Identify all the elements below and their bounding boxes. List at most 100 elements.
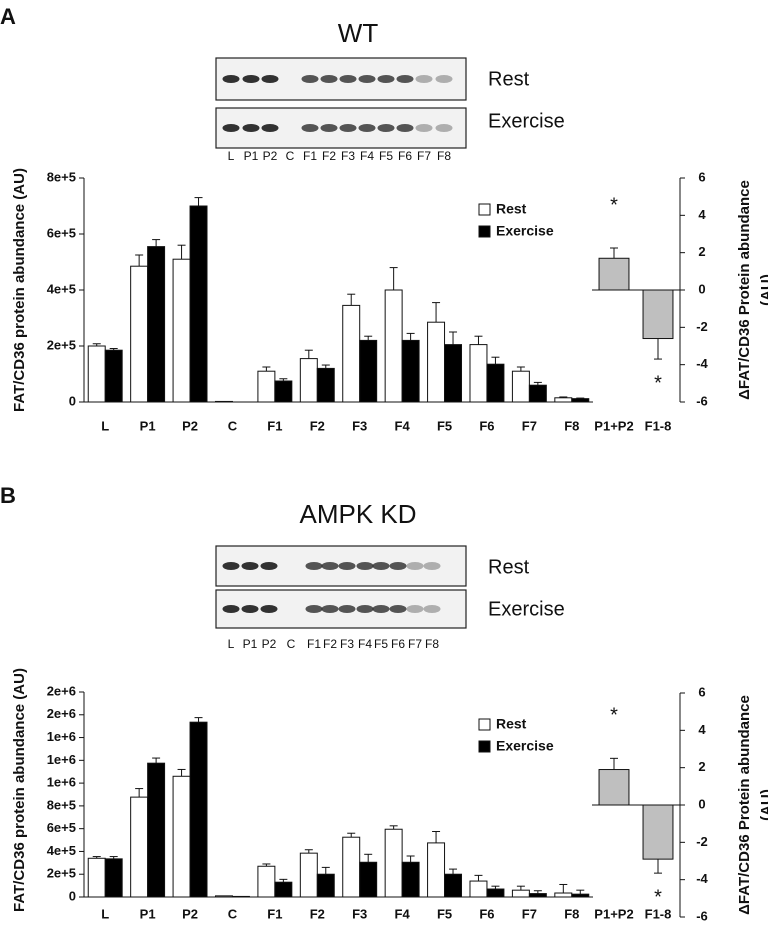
y-tick-label: -4 <box>696 356 708 371</box>
x-tick-label: F3 <box>352 418 367 433</box>
blot-band <box>358 124 376 132</box>
bar <box>87 857 106 898</box>
blot-band <box>435 124 453 132</box>
y-tick-label: 0 <box>69 888 76 903</box>
lane-label: L <box>228 637 235 651</box>
blot-band <box>377 124 395 132</box>
bar <box>214 895 233 898</box>
y-tick-label: 8e+5 <box>47 797 76 812</box>
lane-label: F8 <box>437 149 451 163</box>
bar <box>469 344 488 403</box>
blot-band <box>320 124 338 132</box>
y-tick-label: 1e+6 <box>47 729 76 744</box>
lane-label: F6 <box>391 637 405 651</box>
y-tick-label: -2 <box>696 319 708 334</box>
x-tick-label: F2 <box>310 906 325 921</box>
blot-row-label: Exercise <box>488 110 565 132</box>
bar <box>257 865 276 898</box>
bar <box>469 880 488 898</box>
x-tick-label: F2 <box>310 418 325 433</box>
x-tick-label: F7 <box>522 418 537 433</box>
legend-swatch <box>478 225 491 238</box>
y-tick-label: 4e+5 <box>47 281 76 296</box>
lane-label: P2 <box>263 149 278 163</box>
bar <box>598 769 630 806</box>
blot-row-label: Rest <box>488 556 530 578</box>
y-tick-label: 0 <box>698 796 705 811</box>
x-tick-label: P1+P2 <box>594 418 633 433</box>
x-tick-label: C <box>228 418 238 433</box>
blot-band <box>301 75 319 83</box>
y-tick-label: 4e+5 <box>47 843 76 858</box>
bar <box>104 858 123 898</box>
blot-band <box>305 562 323 570</box>
x-tick-label: F1 <box>267 418 282 433</box>
blot-band <box>396 75 414 83</box>
lane-label: F6 <box>398 149 412 163</box>
lane-label: C <box>287 637 296 651</box>
y-tick-label: 2 <box>698 759 705 774</box>
blot-band <box>372 562 390 570</box>
bar <box>511 370 530 403</box>
y-tick-label: 8e+5 <box>47 169 76 184</box>
panel-title: AMPK KD <box>299 499 416 529</box>
lane-label: F4 <box>358 637 372 651</box>
lane-label: F3 <box>340 637 354 651</box>
blot-band <box>372 605 390 613</box>
y-tick-label: 6 <box>698 169 705 184</box>
blot-band <box>222 124 240 132</box>
blot-band <box>389 605 407 613</box>
bar <box>104 349 123 403</box>
x-tick-label: F6 <box>479 418 494 433</box>
blot-row-label: Exercise <box>488 598 565 620</box>
legend-label: Exercise <box>496 223 554 239</box>
bar <box>189 721 208 898</box>
bar <box>554 397 573 403</box>
y-tick-label: 1e+6 <box>47 752 76 767</box>
blot-band <box>260 562 278 570</box>
blot-band <box>338 605 356 613</box>
blot-band <box>415 124 433 132</box>
y-tick-label: -6 <box>696 908 708 923</box>
lane-label: F4 <box>360 149 374 163</box>
bar <box>384 828 403 898</box>
bar <box>401 339 420 403</box>
blot-band <box>241 605 259 613</box>
significance-marker: * <box>654 372 662 394</box>
bar <box>554 892 573 898</box>
x-tick-label: P2 <box>182 418 198 433</box>
lane-label: F7 <box>408 637 422 651</box>
x-tick-label: F1-8 <box>645 906 672 921</box>
bar <box>427 321 446 403</box>
lane-label: P1 <box>243 637 258 651</box>
bar <box>130 265 149 403</box>
blot-band <box>260 605 278 613</box>
bar <box>571 398 590 403</box>
y-tick-label: 0 <box>698 281 705 296</box>
lane-label: F5 <box>379 149 393 163</box>
x-tick-label: F1-8 <box>645 418 672 433</box>
y-tick-label: -4 <box>696 871 708 886</box>
bar <box>359 339 378 403</box>
x-tick-label: L <box>101 418 109 433</box>
bar <box>427 842 446 898</box>
blot-band <box>423 562 441 570</box>
x-tick-label: P1 <box>140 418 156 433</box>
y-axis-title: FAT/CD36 protein abundance (AU) <box>11 168 28 412</box>
blot-band <box>242 75 260 83</box>
lane-label: F5 <box>374 637 388 651</box>
bar <box>528 893 547 898</box>
y-tick-label: 0 <box>69 393 76 408</box>
x-tick-label: F6 <box>479 906 494 921</box>
x-tick-label: P2 <box>182 906 198 921</box>
y-tick-label: 1e+6 <box>47 775 76 790</box>
legend-label: Exercise <box>496 738 554 754</box>
y-tick-label: 6e+5 <box>47 225 76 240</box>
y-tick-label: 4 <box>698 207 706 222</box>
y-axis-title: ΔFAT/CD36 Protein abundance <box>736 180 753 400</box>
panel-title: WT <box>338 18 379 48</box>
bar <box>486 363 505 403</box>
x-tick-label: C <box>228 906 238 921</box>
blot-band <box>321 605 339 613</box>
